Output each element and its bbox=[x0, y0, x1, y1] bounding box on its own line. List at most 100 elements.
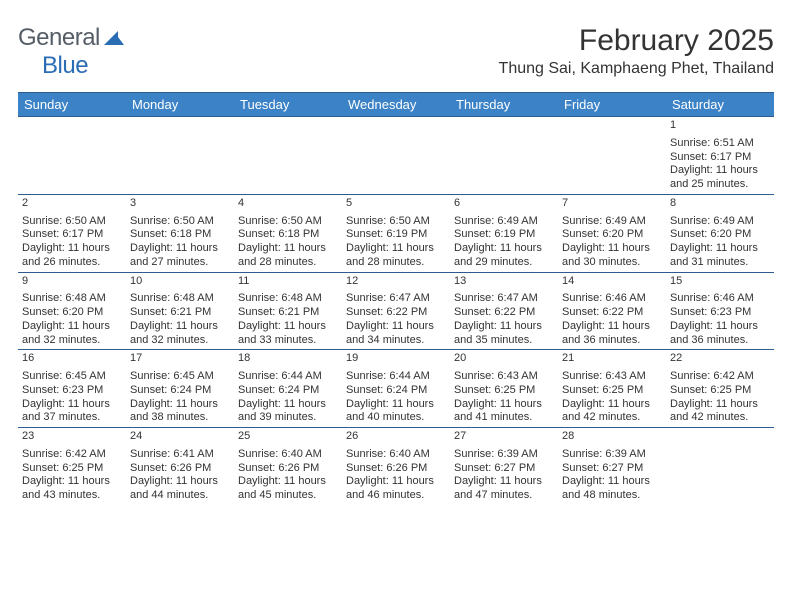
daylight-line-2: and 42 minutes. bbox=[562, 411, 662, 425]
sunrise-line: Sunrise: 6:40 AM bbox=[346, 448, 446, 462]
sunset-line: Sunset: 6:25 PM bbox=[454, 384, 554, 398]
daylight-line-2: and 46 minutes. bbox=[346, 489, 446, 503]
sunrise-line: Sunrise: 6:50 AM bbox=[346, 215, 446, 229]
day-number-cell bbox=[558, 117, 666, 135]
day-content-cell: Sunrise: 6:49 AMSunset: 6:20 PMDaylight:… bbox=[666, 213, 774, 273]
sunset-line: Sunset: 6:24 PM bbox=[238, 384, 338, 398]
day-content-cell: Sunrise: 6:49 AMSunset: 6:19 PMDaylight:… bbox=[450, 213, 558, 273]
day-content-cell: Sunrise: 6:42 AMSunset: 6:25 PMDaylight:… bbox=[18, 446, 126, 505]
day-number-cell: 4 bbox=[234, 194, 342, 212]
content-row: Sunrise: 6:48 AMSunset: 6:20 PMDaylight:… bbox=[18, 290, 774, 350]
day-content-cell: Sunrise: 6:39 AMSunset: 6:27 PMDaylight:… bbox=[558, 446, 666, 505]
day-number-cell: 21 bbox=[558, 350, 666, 368]
day-content-cell: Sunrise: 6:47 AMSunset: 6:22 PMDaylight:… bbox=[450, 290, 558, 350]
day-number-cell: 19 bbox=[342, 350, 450, 368]
day-number-cell: 27 bbox=[450, 428, 558, 446]
day-content-cell: Sunrise: 6:46 AMSunset: 6:22 PMDaylight:… bbox=[558, 290, 666, 350]
daylight-line-1: Daylight: 11 hours bbox=[238, 398, 338, 412]
day-content-cell: Sunrise: 6:40 AMSunset: 6:26 PMDaylight:… bbox=[234, 446, 342, 505]
sunrise-line: Sunrise: 6:39 AM bbox=[454, 448, 554, 462]
sunrise-line: Sunrise: 6:46 AM bbox=[670, 292, 770, 306]
day-number-cell bbox=[450, 117, 558, 135]
sunrise-line: Sunrise: 6:48 AM bbox=[130, 292, 230, 306]
daylight-line-2: and 33 minutes. bbox=[238, 334, 338, 348]
sunrise-line: Sunrise: 6:42 AM bbox=[670, 370, 770, 384]
sunset-line: Sunset: 6:26 PM bbox=[346, 462, 446, 476]
daylight-line-2: and 25 minutes. bbox=[670, 178, 770, 192]
sunset-line: Sunset: 6:25 PM bbox=[562, 384, 662, 398]
day-number-cell: 5 bbox=[342, 194, 450, 212]
daylight-line-2: and 31 minutes. bbox=[670, 256, 770, 270]
daylight-line-2: and 37 minutes. bbox=[22, 411, 122, 425]
logo-triangle-icon bbox=[104, 29, 124, 45]
sunrise-line: Sunrise: 6:46 AM bbox=[562, 292, 662, 306]
day-content-cell: Sunrise: 6:43 AMSunset: 6:25 PMDaylight:… bbox=[558, 368, 666, 428]
sunrise-line: Sunrise: 6:41 AM bbox=[130, 448, 230, 462]
day-number-cell: 9 bbox=[18, 272, 126, 290]
sunset-line: Sunset: 6:19 PM bbox=[454, 228, 554, 242]
daylight-line-1: Daylight: 11 hours bbox=[670, 242, 770, 256]
day-content-cell: Sunrise: 6:49 AMSunset: 6:20 PMDaylight:… bbox=[558, 213, 666, 273]
day-number-cell: 12 bbox=[342, 272, 450, 290]
sunset-line: Sunset: 6:18 PM bbox=[130, 228, 230, 242]
daylight-line-1: Daylight: 11 hours bbox=[130, 475, 230, 489]
daylight-line-2: and 32 minutes. bbox=[22, 334, 122, 348]
sunrise-line: Sunrise: 6:49 AM bbox=[562, 215, 662, 229]
day-content-cell: Sunrise: 6:50 AMSunset: 6:18 PMDaylight:… bbox=[126, 213, 234, 273]
sunset-line: Sunset: 6:26 PM bbox=[238, 462, 338, 476]
day-number-cell: 15 bbox=[666, 272, 774, 290]
sunrise-line: Sunrise: 6:45 AM bbox=[22, 370, 122, 384]
day-number-cell: 22 bbox=[666, 350, 774, 368]
daylight-line-1: Daylight: 11 hours bbox=[238, 242, 338, 256]
day-content-cell bbox=[342, 135, 450, 195]
daynum-row: 16171819202122 bbox=[18, 350, 774, 368]
sunset-line: Sunset: 6:24 PM bbox=[346, 384, 446, 398]
day-number-cell: 7 bbox=[558, 194, 666, 212]
daylight-line-2: and 45 minutes. bbox=[238, 489, 338, 503]
day-number-cell bbox=[234, 117, 342, 135]
daylight-line-1: Daylight: 11 hours bbox=[346, 242, 446, 256]
day-content-cell: Sunrise: 6:45 AMSunset: 6:24 PMDaylight:… bbox=[126, 368, 234, 428]
sunset-line: Sunset: 6:21 PM bbox=[238, 306, 338, 320]
daylight-line-1: Daylight: 11 hours bbox=[454, 475, 554, 489]
weekday-header: Saturday bbox=[666, 93, 774, 117]
day-content-cell: Sunrise: 6:45 AMSunset: 6:23 PMDaylight:… bbox=[18, 368, 126, 428]
sunrise-line: Sunrise: 6:42 AM bbox=[22, 448, 122, 462]
day-number-cell: 3 bbox=[126, 194, 234, 212]
day-content-cell bbox=[126, 135, 234, 195]
sunrise-line: Sunrise: 6:49 AM bbox=[670, 215, 770, 229]
daylight-line-2: and 38 minutes. bbox=[130, 411, 230, 425]
title-block: February 2025 Thung Sai, Kamphaeng Phet,… bbox=[499, 24, 774, 78]
day-content-cell: Sunrise: 6:48 AMSunset: 6:21 PMDaylight:… bbox=[126, 290, 234, 350]
daylight-line-1: Daylight: 11 hours bbox=[346, 320, 446, 334]
daylight-line-1: Daylight: 11 hours bbox=[22, 398, 122, 412]
day-number-cell: 18 bbox=[234, 350, 342, 368]
day-content-cell: Sunrise: 6:44 AMSunset: 6:24 PMDaylight:… bbox=[342, 368, 450, 428]
day-content-cell: Sunrise: 6:50 AMSunset: 6:17 PMDaylight:… bbox=[18, 213, 126, 273]
sunrise-line: Sunrise: 6:43 AM bbox=[562, 370, 662, 384]
sunset-line: Sunset: 6:22 PM bbox=[562, 306, 662, 320]
content-row: Sunrise: 6:45 AMSunset: 6:23 PMDaylight:… bbox=[18, 368, 774, 428]
day-content-cell: Sunrise: 6:47 AMSunset: 6:22 PMDaylight:… bbox=[342, 290, 450, 350]
sunset-line: Sunset: 6:24 PM bbox=[130, 384, 230, 398]
daylight-line-1: Daylight: 11 hours bbox=[346, 475, 446, 489]
daynum-row: 232425262728 bbox=[18, 428, 774, 446]
daylight-line-1: Daylight: 11 hours bbox=[562, 475, 662, 489]
daylight-line-2: and 40 minutes. bbox=[346, 411, 446, 425]
daylight-line-1: Daylight: 11 hours bbox=[454, 242, 554, 256]
sunrise-line: Sunrise: 6:51 AM bbox=[670, 137, 770, 151]
daylight-line-2: and 43 minutes. bbox=[22, 489, 122, 503]
day-number-cell: 1 bbox=[666, 117, 774, 135]
daylight-line-2: and 36 minutes. bbox=[670, 334, 770, 348]
sunset-line: Sunset: 6:25 PM bbox=[670, 384, 770, 398]
daylight-line-1: Daylight: 11 hours bbox=[22, 242, 122, 256]
sunrise-line: Sunrise: 6:50 AM bbox=[238, 215, 338, 229]
daylight-line-2: and 47 minutes. bbox=[454, 489, 554, 503]
daylight-line-2: and 30 minutes. bbox=[562, 256, 662, 270]
day-content-cell: Sunrise: 6:51 AMSunset: 6:17 PMDaylight:… bbox=[666, 135, 774, 195]
weekday-header: Wednesday bbox=[342, 93, 450, 117]
day-number-cell: 13 bbox=[450, 272, 558, 290]
daylight-line-2: and 44 minutes. bbox=[130, 489, 230, 503]
daylight-line-1: Daylight: 11 hours bbox=[130, 320, 230, 334]
sunrise-line: Sunrise: 6:43 AM bbox=[454, 370, 554, 384]
